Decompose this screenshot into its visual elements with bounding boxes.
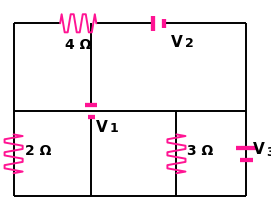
Text: 2 Ω: 2 Ω <box>25 144 51 158</box>
Text: V: V <box>96 120 108 135</box>
Text: 3: 3 <box>266 145 271 159</box>
Text: V: V <box>253 142 264 158</box>
Text: 2: 2 <box>185 37 193 50</box>
Text: V: V <box>171 35 183 50</box>
Text: 1: 1 <box>110 122 118 135</box>
Text: 3 Ω: 3 Ω <box>187 144 214 158</box>
Text: 4 Ω: 4 Ω <box>65 38 91 52</box>
